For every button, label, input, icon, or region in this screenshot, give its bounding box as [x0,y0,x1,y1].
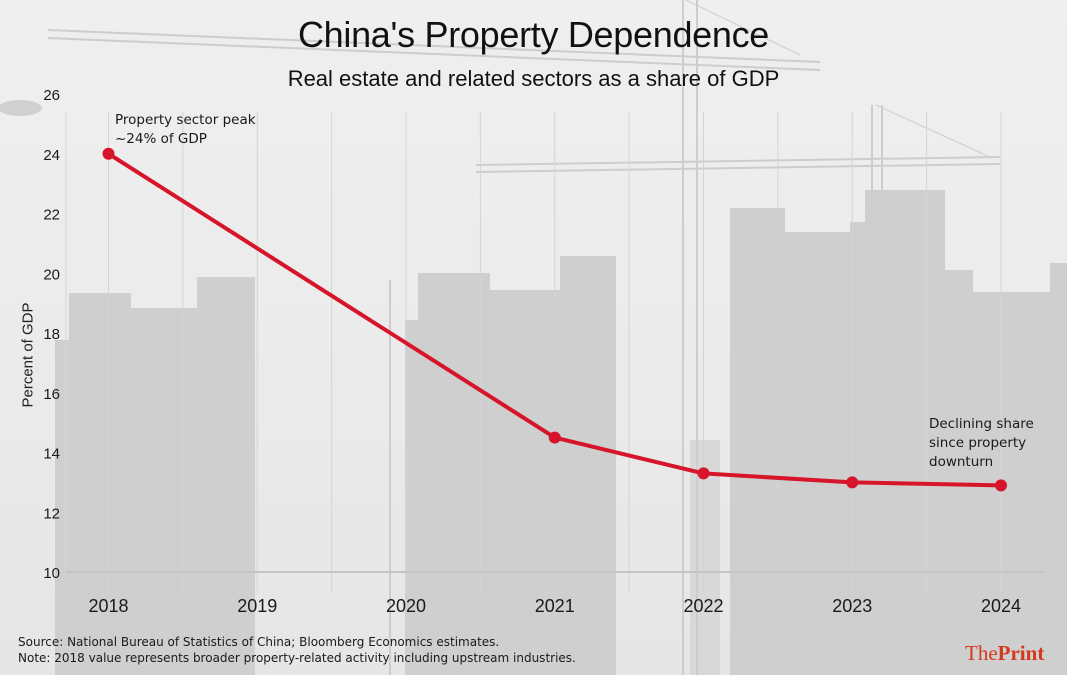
annotation-decline-line2: since property [929,435,1027,451]
x-tick-label: 2023 [832,596,872,616]
methodology-note: Note: 2018 value represents broader prop… [18,651,576,665]
y-axis-label: Percent of GDP [19,302,37,408]
y-tick-label: 14 [43,446,60,463]
chart-footer: Source: National Bureau of Statistics of… [18,634,576,666]
annotation-peak-line1: Property sector peak [115,112,256,128]
data-point-2024 [995,479,1007,492]
x-tick-label: 2022 [683,596,723,616]
y-tick-label: 10 [43,565,60,582]
x-axis-ticks: 2018 2019 2020 2021 2022 2023 2024 [88,596,1021,616]
y-tick-label: 12 [43,505,60,522]
annotation-peak: Property sector peak ~24% of GDP [115,111,256,149]
logo-the: The [965,641,998,665]
logo-print: Print [997,641,1045,665]
x-tick-label: 2018 [88,596,128,616]
data-point-2018 [102,147,115,160]
x-tick-label: 2020 [386,596,426,616]
y-tick-label: 24 [43,147,60,164]
bird-silhouette [0,100,42,116]
x-tick-label: 2019 [237,596,277,616]
gridlines [65,112,1002,593]
data-point-2021 [548,431,561,444]
crane-silhouettes [47,0,1001,675]
annotation-decline-line3: downturn [929,454,994,470]
annotation-decline-line1: Declining share [929,416,1034,432]
y-axis-ticks: 10 12 14 16 18 20 22 24 26 [43,87,60,582]
y-tick-label: 16 [43,386,60,403]
theprint-logo: ThePrint [965,641,1044,666]
y-tick-label: 26 [43,87,60,104]
annotation-decline: Declining share since property downturn [929,415,1034,472]
chart-subtitle: Real estate and related sectors as a sha… [287,66,780,91]
x-tick-label: 2024 [981,596,1021,616]
annotation-peak-line2: ~24% of GDP [115,131,207,147]
x-tick-label: 2021 [535,596,575,616]
building-silhouettes [55,190,1067,675]
data-point-2022 [697,467,710,480]
y-tick-label: 22 [43,207,60,224]
series-property-share [102,147,1007,492]
y-tick-label: 20 [43,266,60,283]
data-point-2023 [846,476,859,489]
y-tick-label: 18 [43,326,60,343]
source-note: Source: National Bureau of Statistics of… [18,635,500,649]
chart-title: China's Property Dependence [297,14,770,55]
